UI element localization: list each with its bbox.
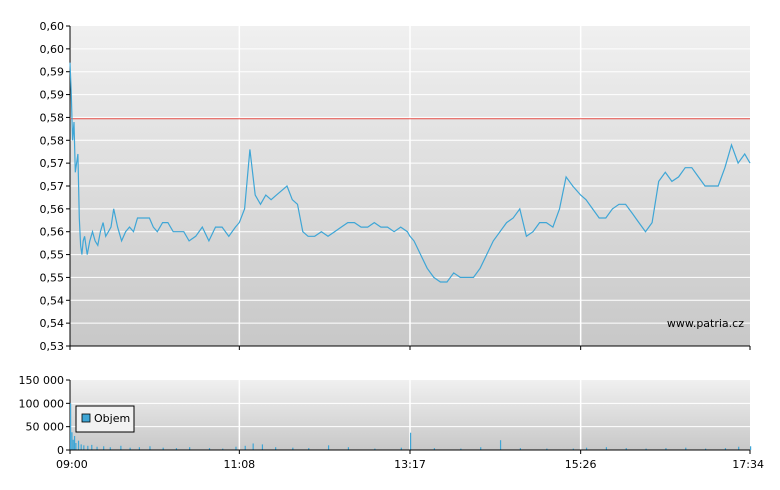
price-y-tick-label: 0,59 [40, 89, 65, 102]
volume-bar [410, 432, 412, 450]
price-y-tick-label: 0,56 [40, 203, 65, 216]
price-line [69, 62, 751, 283]
volume-bar [645, 448, 647, 450]
price-y-tick-label: 0,57 [40, 157, 65, 170]
price-y-tick-label: 0,53 [40, 340, 65, 353]
price-y-tick-label: 0,54 [40, 317, 65, 330]
volume-bar [70, 403, 72, 450]
x-tick-label: 11:08 [223, 458, 255, 471]
legend-label: Objem [94, 412, 130, 425]
volume-bar [685, 447, 687, 450]
volume-bar [235, 446, 237, 450]
price-y-tick-label: 0,60 [40, 20, 65, 33]
volume-bar [374, 448, 376, 450]
volume-bar [189, 447, 191, 450]
volume-y-tick-label: 50 000 [26, 421, 65, 434]
volume-y-tick-label: 100 000 [19, 397, 65, 410]
volume-bar [347, 447, 350, 450]
volume-bar [149, 446, 151, 450]
price-y-tick-label: 0,55 [40, 271, 65, 284]
price-y-tick-label: 0,54 [40, 294, 65, 307]
volume-bar [499, 440, 502, 450]
volume-bar [129, 447, 131, 450]
volume-bar [433, 448, 436, 450]
price-y-tick-label: 0,59 [40, 66, 65, 79]
volume-bar [96, 446, 98, 450]
volume-bar [77, 440, 80, 450]
volume-bar [162, 447, 164, 450]
volume-bar [605, 447, 607, 450]
volume-bar [72, 439, 74, 450]
volume-bar [175, 448, 178, 450]
price-y-axis: 0,60 0,60 0,59 0,59 0,58 0,58 0,57 0,57 0,56 0,56… [40, 20, 71, 353]
volume-bar [625, 448, 627, 450]
volume-x-axis: 09:00 11:08 13:17 15:26 17:34 [56, 450, 764, 471]
price-panel: 0,60 0,60 0,59 0,59 0,58 0,58 0,57 0,57 0,56 0,56… [40, 20, 751, 353]
price-y-tick-label: 0,55 [40, 249, 65, 262]
volume-bar [91, 444, 93, 450]
volume-bar [252, 443, 254, 450]
x-tick-label: 15:26 [565, 458, 597, 471]
volume-bars [70, 403, 752, 450]
volume-grid [70, 380, 750, 450]
volume-y-tick-label: 150 000 [19, 374, 65, 387]
volume-bar [724, 448, 727, 450]
x-tick-label: 09:00 [56, 458, 88, 471]
volume-y-axis: 150 000 100 000 50 000 0 [19, 374, 71, 457]
volume-bar [546, 448, 548, 450]
volume-bar [460, 448, 462, 450]
volume-bar [109, 447, 111, 450]
volume-legend: Objem [75, 405, 135, 433]
volume-bar [400, 447, 402, 450]
x-tick-label: 17:34 [732, 458, 764, 471]
volume-bar [308, 448, 310, 450]
volume-bar [519, 448, 522, 450]
volume-bar [738, 446, 740, 450]
volume-bar [83, 445, 85, 450]
volume-bar [750, 446, 752, 450]
volume-bar [71, 432, 73, 450]
volume-bar [261, 444, 264, 450]
volume-bar [208, 448, 211, 450]
volume-bar [103, 446, 105, 450]
volume-bar [73, 436, 76, 450]
price-y-tick-label: 0,60 [40, 43, 65, 56]
volume-bar [480, 447, 482, 450]
volume-bar [120, 445, 122, 450]
volume-bar [244, 445, 246, 450]
volume-bar [80, 444, 82, 450]
price-y-tick-label: 0,57 [40, 180, 65, 193]
volume-bar [292, 447, 294, 450]
volume-bar [75, 443, 77, 450]
volume-bar [572, 448, 574, 450]
legend-swatch [81, 413, 91, 423]
volume-bar [585, 447, 588, 450]
volume-bar [665, 448, 667, 450]
volume-y-tick-label: 0 [57, 444, 64, 457]
price-y-tick-label: 0,58 [40, 111, 65, 124]
volume-bar [327, 445, 330, 450]
volume-bar [705, 448, 707, 450]
volume-bar [138, 447, 140, 450]
volume-bar [222, 448, 224, 450]
x-tick-label: 13:17 [394, 458, 426, 471]
volume-bar [275, 447, 277, 450]
price-x-axis [69, 346, 751, 350]
price-y-tick-label: 0,58 [40, 134, 65, 147]
volume-bar [87, 445, 89, 450]
volume-panel: 150 000 100 000 50 000 0 09:00 11:08 13:17 15:… [19, 374, 765, 471]
watermark: www.patria.cz [667, 317, 744, 330]
price-y-tick-label: 0,56 [40, 226, 65, 239]
